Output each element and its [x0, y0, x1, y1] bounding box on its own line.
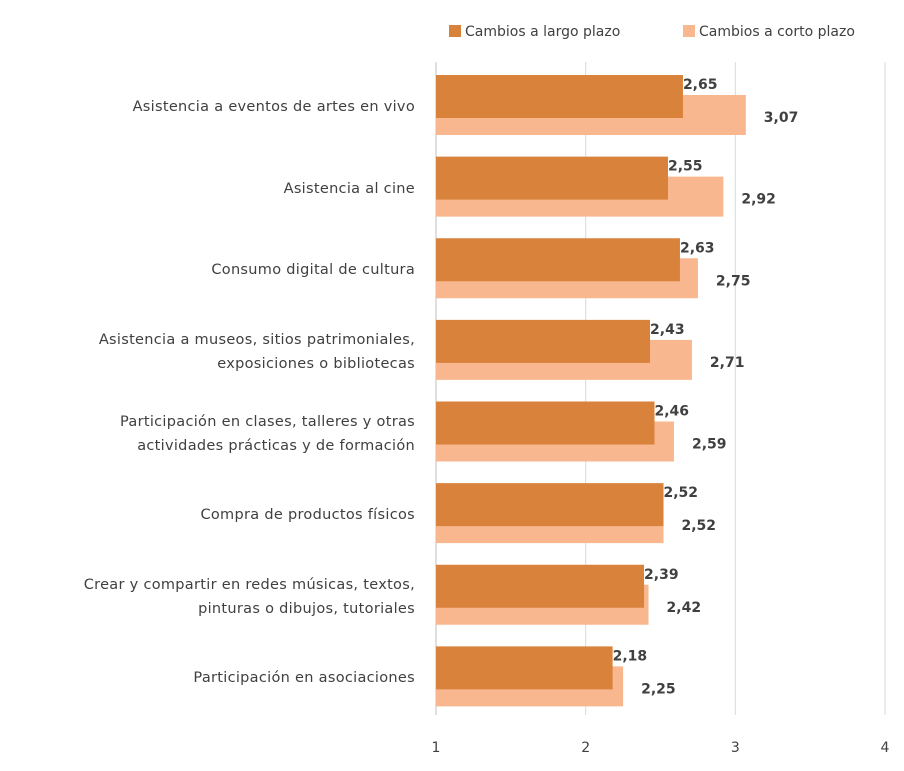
category-label: Asistencia a museos, sitios patrimoniale… — [98, 331, 415, 372]
value-label: 2,52 — [681, 518, 716, 534]
legend-label: Cambios a largo plazo — [465, 24, 620, 40]
value-label: 2,42 — [667, 600, 702, 616]
value-label: 2,25 — [641, 681, 676, 697]
x-tick-label: 3 — [731, 740, 740, 756]
bar — [436, 319, 651, 363]
value-label: 2,39 — [644, 567, 679, 583]
value-label: 2,52 — [663, 485, 698, 501]
category-label: Participación en asociaciones — [193, 670, 415, 687]
value-label: 2,55 — [668, 159, 703, 175]
legend-swatch — [449, 25, 461, 37]
bar — [436, 646, 613, 690]
bar — [436, 75, 683, 118]
x-tick-label: 2 — [581, 740, 590, 756]
value-label: 2,46 — [655, 404, 690, 420]
bar — [436, 401, 655, 445]
value-label: 2,59 — [692, 437, 727, 453]
value-label: 2,71 — [710, 355, 745, 371]
value-label: 2,92 — [741, 192, 776, 208]
value-label: 3,07 — [764, 110, 799, 126]
value-label: 2,43 — [650, 322, 685, 338]
value-label: 2,75 — [716, 273, 751, 289]
bar — [436, 238, 680, 282]
category-label: Consumo digital de cultura — [211, 262, 415, 279]
x-tick-label: 4 — [881, 740, 890, 756]
bar — [436, 564, 645, 608]
value-label: 2,18 — [613, 648, 648, 664]
value-label: 2,63 — [680, 240, 715, 256]
category-label: Crear y compartir en redes músicas, text… — [83, 576, 415, 617]
category-label: Participación en clases, talleres y otra… — [120, 413, 415, 454]
legend-swatch — [683, 25, 695, 37]
category-label: Asistencia a eventos de artes en vivo — [132, 99, 415, 115]
category-label: Asistencia al cine — [283, 180, 415, 197]
bar — [436, 483, 664, 527]
category-label: Compra de productos físicos — [200, 507, 415, 524]
x-tick-label: 1 — [432, 740, 441, 756]
legend-label: Cambios a corto plazo — [699, 24, 855, 40]
value-label: 2,65 — [683, 77, 718, 93]
bar — [436, 156, 668, 200]
